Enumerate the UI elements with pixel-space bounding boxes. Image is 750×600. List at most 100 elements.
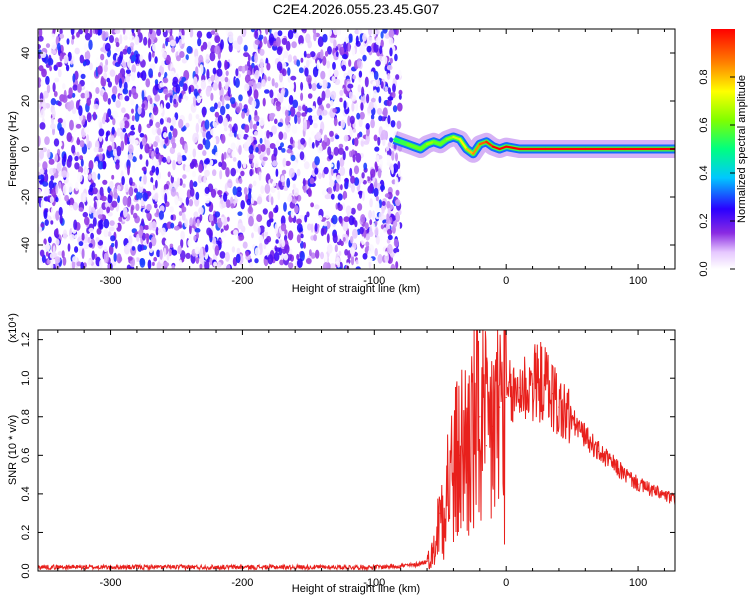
noise-cell	[256, 82, 262, 90]
noise-cell	[275, 168, 279, 177]
y-tick-label: 0.2	[20, 525, 32, 540]
noise-cell	[276, 61, 283, 71]
noise-cell	[241, 111, 246, 119]
noise-cell	[308, 137, 312, 148]
noise-cell	[211, 220, 215, 227]
noise-cell	[384, 65, 388, 72]
noise-cell	[355, 266, 361, 269]
noise-cell	[212, 159, 218, 165]
noise-cell	[70, 29, 75, 36]
noise-cell	[252, 180, 257, 187]
noise-cell	[53, 138, 60, 147]
noise-cell	[95, 87, 100, 94]
noise-cell	[370, 168, 376, 178]
noise-cell	[302, 222, 306, 232]
noise-cell	[94, 160, 99, 166]
noise-cell	[306, 107, 313, 113]
noise-cell	[287, 67, 291, 76]
noise-cell	[185, 196, 190, 206]
noise-cell	[294, 205, 299, 214]
noise-cell	[180, 238, 184, 249]
noise-cell	[246, 136, 252, 147]
noise-cell	[192, 216, 197, 226]
noise-cell	[88, 174, 92, 181]
snr-point	[413, 564, 415, 566]
noise-cell	[38, 29, 43, 38]
noise-cell	[154, 56, 158, 64]
noise-cell	[361, 236, 365, 246]
noise-cell	[266, 147, 271, 156]
noise-cell	[162, 77, 169, 84]
noise-cell	[152, 261, 155, 267]
noise-cell	[395, 29, 399, 36]
noise-cell	[83, 43, 88, 52]
noise-cell	[78, 207, 84, 212]
noise-cell	[198, 118, 202, 124]
noise-cell	[132, 163, 136, 174]
noise-cell	[227, 178, 233, 188]
noise-cell	[52, 252, 58, 258]
noise-cell	[219, 251, 226, 259]
noise-cell	[150, 177, 154, 184]
noise-cell	[174, 195, 179, 206]
noise-cell	[259, 58, 264, 69]
noise-cell	[136, 233, 140, 242]
noise-cell	[287, 29, 294, 40]
noise-cell	[306, 59, 310, 68]
noise-cell	[151, 206, 155, 215]
noise-cell	[357, 203, 363, 211]
noise-cell	[335, 134, 340, 140]
noise-cell	[97, 65, 103, 75]
noise-cell	[336, 160, 340, 171]
noise-cell	[48, 180, 54, 190]
noise-cell	[234, 77, 240, 88]
noise-cell	[202, 137, 206, 146]
noise-cell	[343, 100, 347, 110]
noise-cell	[193, 235, 197, 242]
noise-cell	[301, 29, 306, 32]
noise-cell	[129, 134, 135, 145]
noise-cell	[331, 76, 336, 83]
noise-cell	[88, 160, 94, 171]
noise-cell	[137, 29, 141, 35]
noise-cell	[230, 203, 235, 209]
noise-cell	[278, 131, 284, 140]
noise-cell	[380, 81, 384, 89]
noise-cell	[395, 252, 401, 257]
noise-cell	[336, 257, 340, 262]
noise-cell	[387, 234, 393, 241]
noise-cell	[149, 29, 153, 35]
noise-cell	[313, 234, 317, 242]
noise-cell	[69, 68, 74, 77]
noise-cell	[163, 262, 170, 267]
noise-cell	[352, 228, 358, 239]
noise-cell	[52, 167, 56, 174]
noise-cell	[323, 222, 328, 227]
x-tick-label: 100	[629, 577, 647, 589]
noise-cell	[98, 219, 104, 230]
noise-cell	[298, 67, 304, 74]
noise-cell	[267, 76, 271, 82]
noise-cell	[324, 50, 329, 57]
noise-cell	[330, 100, 334, 106]
noise-cell	[374, 161, 378, 169]
noise-cell	[275, 36, 281, 47]
noise-cell	[126, 242, 132, 250]
noise-cell	[344, 181, 349, 190]
noise-cell	[300, 145, 305, 150]
x-tick-label: -200	[231, 275, 253, 287]
noise-cell	[84, 126, 90, 134]
noise-cell	[263, 243, 267, 250]
noise-cell	[307, 187, 312, 198]
noise-cell	[112, 117, 116, 126]
noise-cell	[128, 89, 132, 98]
snr-point	[479, 416, 481, 418]
noise-cell	[182, 174, 187, 180]
noise-cell	[269, 89, 274, 99]
noise-cell	[88, 243, 93, 248]
noise-cell	[188, 86, 192, 95]
noise-cell	[275, 239, 279, 244]
noise-cell	[367, 36, 373, 44]
noise-cell	[348, 59, 352, 67]
noise-cell	[62, 256, 67, 266]
